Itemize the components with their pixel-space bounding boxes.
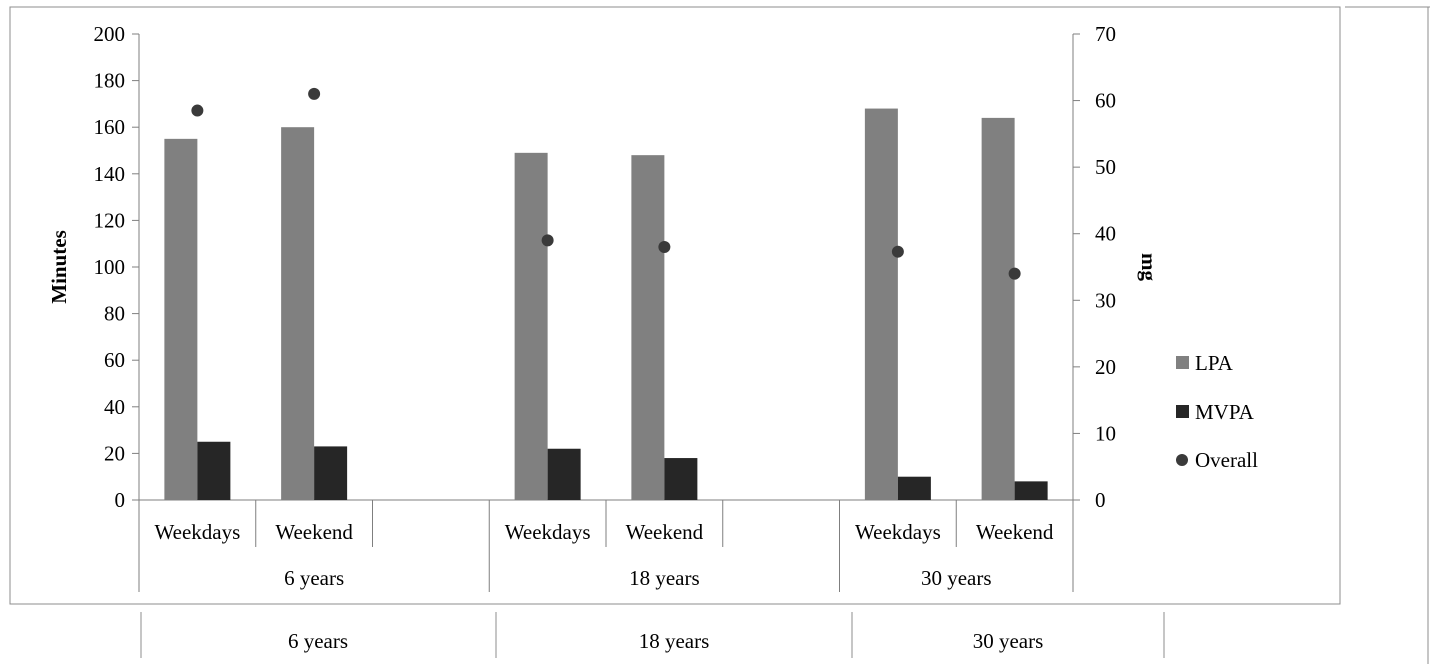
y2-tick-label: 40	[1095, 222, 1116, 246]
y-tick-label: 40	[104, 395, 125, 419]
point-overall	[191, 104, 204, 117]
x-group-label: 18 years	[629, 566, 700, 590]
y-tick-label: 160	[94, 115, 126, 139]
y2-tick-label: 0	[1095, 488, 1106, 512]
y-axis-title: Minutes	[47, 230, 71, 304]
bottom-group-label: 6 years	[288, 629, 348, 653]
chart-frame	[9, 6, 1341, 605]
bar-mvpa	[547, 448, 581, 500]
legend-label-mvpa: MVPA	[1195, 400, 1255, 424]
x-group-label: 30 years	[921, 566, 992, 590]
x-group-label: 6 years	[284, 566, 344, 590]
bar-mvpa	[897, 476, 931, 500]
x-category-label: Weekend	[976, 520, 1054, 544]
y-tick-label: 120	[94, 208, 126, 232]
x-category-label: Weekdays	[154, 520, 240, 544]
point-overall	[891, 245, 904, 258]
y2-axis-title: mg	[1137, 253, 1161, 281]
y-tick-label: 140	[94, 162, 126, 186]
bar-lpa	[281, 127, 315, 500]
bar-lpa	[164, 138, 198, 500]
y-tick-label: 20	[104, 441, 125, 465]
point-overall	[658, 241, 671, 254]
bar-mvpa	[1014, 481, 1048, 500]
y2-tick-label: 20	[1095, 355, 1116, 379]
y2-tick-label: 30	[1095, 288, 1116, 312]
y-tick-label: 100	[94, 255, 126, 279]
bar-lpa	[514, 152, 548, 500]
plot-area: 0 20 40 60 80 100 120 140 160 180 200 0 10 20 30 40 50 60…	[94, 22, 1116, 592]
point-overall	[1008, 267, 1021, 280]
point-overall	[541, 234, 554, 247]
legend: LPA MVPA Overall	[1176, 351, 1258, 472]
legend-swatch-overall	[1176, 454, 1188, 466]
bar-mvpa	[314, 446, 348, 500]
y2-tick-label: 70	[1095, 22, 1116, 46]
bar-lpa	[981, 117, 1015, 500]
bar-mvpa	[664, 458, 698, 500]
y-tick-label: 200	[94, 22, 126, 46]
bar-lpa	[631, 155, 665, 500]
x-category-label: Weekend	[275, 520, 353, 544]
y2-tick-label: 60	[1095, 89, 1116, 113]
bar-lpa	[864, 108, 898, 500]
y-tick-label: 0	[115, 488, 126, 512]
legend-swatch-lpa	[1176, 356, 1189, 369]
legend-label-overall: Overall	[1195, 448, 1258, 472]
bottom-group-row: 6 years 18 years 30 years	[140, 612, 1165, 658]
x-category-label: Weekdays	[855, 520, 941, 544]
y-tick-label: 60	[104, 348, 125, 372]
legend-swatch-mvpa	[1176, 405, 1189, 418]
bottom-group-label: 18 years	[639, 629, 710, 653]
x-category-label: Weekend	[626, 520, 704, 544]
y2-tick-label: 10	[1095, 421, 1116, 445]
y2-tick-label: 50	[1095, 155, 1116, 179]
point-overall	[308, 87, 321, 100]
legend-label-lpa: LPA	[1195, 351, 1234, 375]
bottom-group-label: 30 years	[973, 629, 1044, 653]
bar-mvpa	[197, 441, 231, 500]
y-tick-label: 180	[94, 69, 126, 93]
y-tick-label: 80	[104, 302, 125, 326]
x-category-label: Weekdays	[505, 520, 591, 544]
